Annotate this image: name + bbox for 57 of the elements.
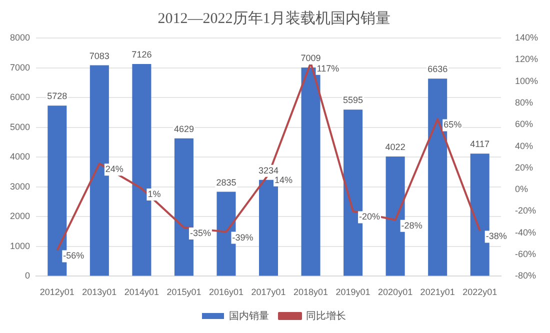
- data-label: 5728: [47, 91, 68, 102]
- y2-tick-label: -40%: [514, 227, 536, 238]
- y-tick-label: 0: [25, 270, 30, 281]
- x-tick-label: 2015y01: [166, 287, 202, 298]
- data-label: -20%: [359, 212, 380, 222]
- data-label: 1%: [148, 188, 161, 199]
- data-label: 4022: [385, 142, 406, 152]
- legend-label: 同比增长: [306, 310, 346, 322]
- y-tick-label: 3000: [10, 181, 30, 192]
- data-label: -39%: [232, 232, 254, 242]
- data-label: 7126: [132, 50, 152, 60]
- x-tick-label: 2016y01: [208, 287, 244, 298]
- y2-tick-label: 140%: [514, 32, 538, 42]
- data-label: 4629: [174, 124, 194, 134]
- data-label: 7083: [89, 50, 110, 61]
- y2-tick-label: 80%: [514, 97, 533, 108]
- x-tick-label: 2022y01: [462, 287, 498, 298]
- data-label: 4117: [470, 139, 490, 150]
- y2-tick-label: 0%: [514, 184, 528, 194]
- y-tick-label: 5000: [10, 122, 30, 132]
- data-label: -35%: [190, 228, 211, 238]
- y2-tick-label: 100%: [514, 76, 538, 86]
- legend-label: 国内销量: [229, 310, 269, 322]
- y2-tick-label: 120%: [514, 54, 538, 64]
- data-label: 14%: [274, 174, 293, 185]
- y-tick-label: 6000: [10, 92, 30, 102]
- y2-tick-label: -20%: [514, 206, 536, 216]
- y2-tick-label: 20%: [514, 162, 533, 172]
- data-label: 3234: [258, 165, 279, 176]
- x-tick-label: 2014y01: [124, 287, 159, 298]
- y-tick-label: 7000: [10, 62, 30, 72]
- y2-tick-label: 40%: [514, 140, 533, 151]
- data-label: 7009: [300, 52, 321, 63]
- y2-tick-label: -60%: [514, 249, 536, 260]
- y-tick-label: 8000: [10, 32, 30, 42]
- data-label: 2835: [216, 177, 236, 188]
- x-tick-label: 2012y01: [40, 287, 74, 298]
- data-label: -56%: [63, 250, 84, 261]
- x-tick-label: 2013y01: [82, 287, 117, 298]
- y-tick-label: 4000: [10, 152, 30, 162]
- data-label: 24%: [105, 164, 124, 174]
- y-tick-label: 1000: [10, 240, 30, 251]
- data-label: 5595: [343, 95, 364, 106]
- x-tick-label: 2017y01: [251, 287, 286, 298]
- x-tick-label: 2019y01: [336, 287, 370, 298]
- x-tick-label: 2021y01: [420, 287, 455, 298]
- data-label: 65%: [444, 120, 462, 130]
- data-label: -28%: [401, 220, 422, 230]
- x-tick-label: 2018y01: [293, 287, 328, 298]
- data-label: 6636: [428, 64, 448, 74]
- data-label: -38%: [486, 231, 507, 242]
- chart-title: 2012—2022历年1月装载机国内销量: [158, 10, 390, 27]
- x-tick-label: 2020y01: [378, 287, 413, 298]
- data-label: 117%: [316, 63, 340, 74]
- y2-tick-label: 60%: [514, 119, 533, 130]
- y2-tick-label: -80%: [514, 270, 536, 281]
- y-tick-label: 2000: [10, 211, 30, 222]
